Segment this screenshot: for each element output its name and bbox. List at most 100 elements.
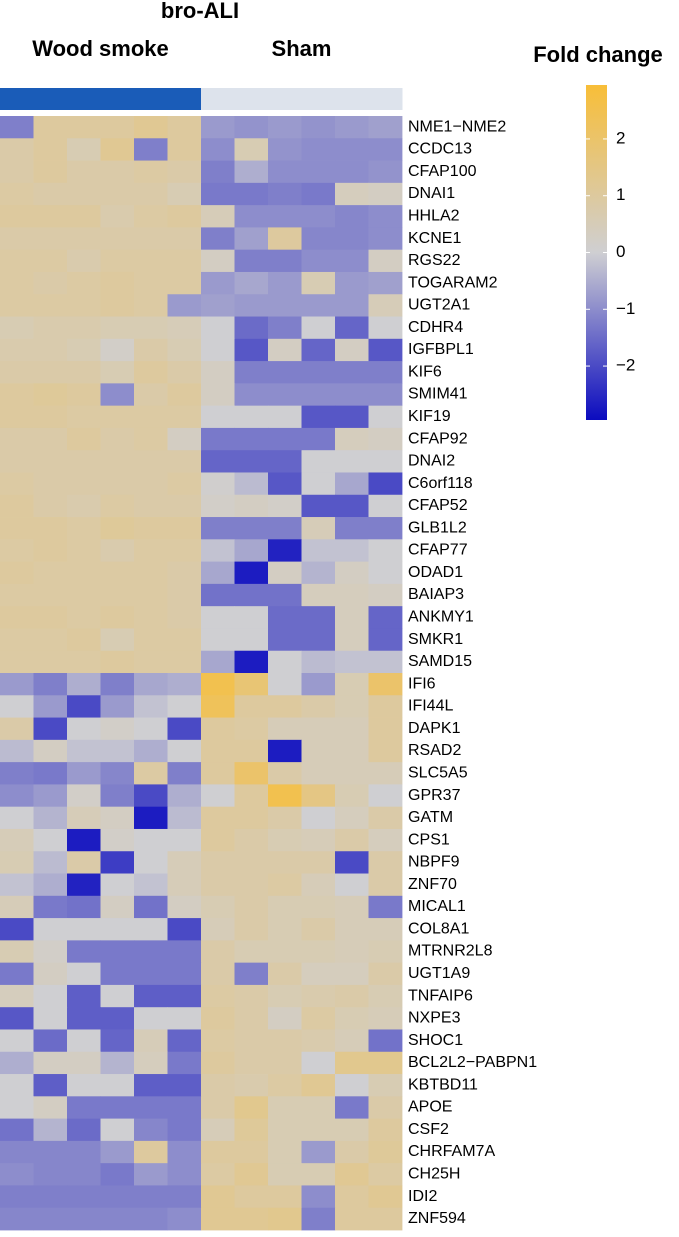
group-annotation bbox=[33, 88, 68, 110]
heatmap-cell bbox=[0, 249, 34, 273]
heatmap-cell bbox=[335, 784, 369, 808]
heatmap-cell bbox=[368, 1140, 403, 1164]
heatmap-cell bbox=[134, 806, 168, 830]
heatmap-cell bbox=[335, 182, 369, 206]
heatmap-cell bbox=[134, 494, 168, 518]
heatmap-cell bbox=[0, 873, 34, 897]
heatmap-cell bbox=[67, 517, 101, 540]
heatmap-cell bbox=[33, 539, 68, 562]
colorbar-tick-label: 0 bbox=[616, 242, 625, 261]
heatmap-cell bbox=[301, 561, 336, 585]
heatmap-cell bbox=[301, 784, 336, 808]
heatmap-cell bbox=[100, 984, 135, 1008]
heatmap-cell bbox=[0, 1118, 34, 1142]
heatmap-cell bbox=[167, 828, 202, 852]
heatmap-cell bbox=[100, 1163, 135, 1186]
heatmap-cell bbox=[167, 494, 202, 518]
heatmap-cell bbox=[67, 873, 101, 897]
colorbar-title: Fold change bbox=[533, 42, 663, 67]
heatmap-cell bbox=[33, 361, 68, 384]
heatmap-cell bbox=[33, 806, 68, 830]
heatmap-cell bbox=[134, 650, 168, 674]
heatmap-cell bbox=[100, 1118, 135, 1142]
heatmap-cell bbox=[234, 673, 269, 696]
row-label: DAPK1 bbox=[408, 720, 461, 737]
heatmap-cell bbox=[134, 405, 168, 429]
heatmap-cell bbox=[301, 1185, 336, 1209]
heatmap-cell bbox=[100, 1207, 135, 1231]
heatmap-cell bbox=[134, 583, 168, 607]
heatmap-cell bbox=[67, 851, 101, 874]
heatmap-cell bbox=[67, 1185, 101, 1209]
heatmap-cell bbox=[234, 1163, 269, 1186]
heatmap-cell bbox=[368, 984, 403, 1008]
heatmap-cell bbox=[335, 1140, 369, 1164]
heatmap-cell bbox=[301, 918, 336, 941]
heatmap-cell bbox=[134, 984, 168, 1008]
row-label: GATM bbox=[408, 809, 453, 826]
heatmap-cell bbox=[335, 695, 369, 718]
heatmap-cell bbox=[0, 583, 34, 607]
heatmap-cell bbox=[100, 695, 135, 718]
heatmap-cell bbox=[234, 271, 269, 295]
heatmap-cell bbox=[368, 138, 403, 161]
heatmap-cell bbox=[268, 205, 302, 228]
heatmap-cell bbox=[134, 1207, 168, 1231]
heatmap-cell bbox=[33, 561, 68, 585]
heatmap-cell bbox=[335, 472, 369, 496]
group-annotation bbox=[234, 88, 269, 110]
heatmap-cell bbox=[335, 427, 369, 451]
heatmap-cell bbox=[201, 227, 235, 251]
heatmap-cell bbox=[335, 1007, 369, 1030]
heatmap-cell bbox=[100, 650, 135, 674]
heatmap-cell bbox=[0, 784, 34, 808]
heatmap-cell bbox=[0, 316, 34, 340]
heatmap-cell bbox=[368, 784, 403, 808]
row-label: BCL2L2−PABPN1 bbox=[408, 1054, 537, 1071]
heatmap-cell bbox=[0, 361, 34, 384]
heatmap-cell bbox=[335, 962, 369, 986]
heatmap-cell bbox=[335, 918, 369, 941]
heatmap-cell bbox=[100, 405, 135, 429]
row-label: SHOC1 bbox=[408, 1032, 463, 1049]
heatmap-cell bbox=[368, 182, 403, 206]
heatmap-cell bbox=[100, 1074, 135, 1097]
heatmap-cell bbox=[234, 1007, 269, 1030]
heatmap-cell bbox=[100, 450, 135, 473]
group-annotation bbox=[100, 88, 135, 110]
heatmap-cell bbox=[201, 940, 235, 964]
heatmap-cell bbox=[268, 1207, 302, 1231]
heatmap-cell bbox=[67, 717, 101, 741]
heatmap-cell bbox=[33, 1118, 68, 1142]
heatmap-cell bbox=[67, 1029, 101, 1053]
heatmap-cell bbox=[368, 1007, 403, 1030]
heatmap-cell bbox=[100, 940, 135, 964]
heatmap-cell bbox=[268, 294, 302, 317]
heatmap-cell bbox=[134, 138, 168, 161]
heatmap-cell bbox=[134, 673, 168, 696]
heatmap-cell bbox=[335, 851, 369, 874]
heatmap-cell bbox=[201, 205, 235, 228]
row-label: CCDC13 bbox=[408, 141, 472, 158]
heatmap-cell bbox=[67, 1118, 101, 1142]
row-label: CFAP100 bbox=[408, 163, 477, 180]
heatmap-cell bbox=[268, 160, 302, 184]
heatmap-cell bbox=[167, 895, 202, 919]
heatmap-cell bbox=[67, 450, 101, 473]
heatmap-cell bbox=[0, 940, 34, 964]
heatmap-cell bbox=[201, 717, 235, 741]
heatmap-cell bbox=[0, 294, 34, 317]
heatmap-cell bbox=[268, 383, 302, 407]
heatmap-cell bbox=[33, 383, 68, 407]
heatmap-cell bbox=[201, 1029, 235, 1053]
heatmap-cell bbox=[134, 1140, 168, 1164]
heatmap-cell bbox=[134, 338, 168, 362]
heatmap-cell bbox=[301, 116, 336, 139]
heatmap-cell bbox=[67, 1140, 101, 1164]
heatmap-cell bbox=[201, 1074, 235, 1097]
heatmap-cell bbox=[100, 494, 135, 518]
heatmap-cell bbox=[167, 739, 202, 763]
heatmap-cell bbox=[0, 1096, 34, 1119]
heatmap-cell bbox=[100, 1140, 135, 1164]
heatmap-cell bbox=[335, 1185, 369, 1209]
